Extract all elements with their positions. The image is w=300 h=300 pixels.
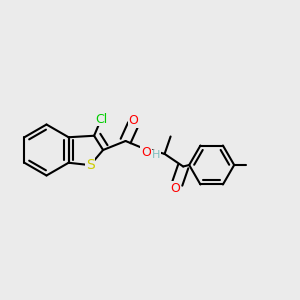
Text: O: O [141,146,151,159]
Text: S: S [86,158,94,172]
Text: O: O [170,182,180,195]
Text: O: O [128,114,138,128]
Text: Cl: Cl [95,113,108,126]
Text: H: H [152,150,160,161]
